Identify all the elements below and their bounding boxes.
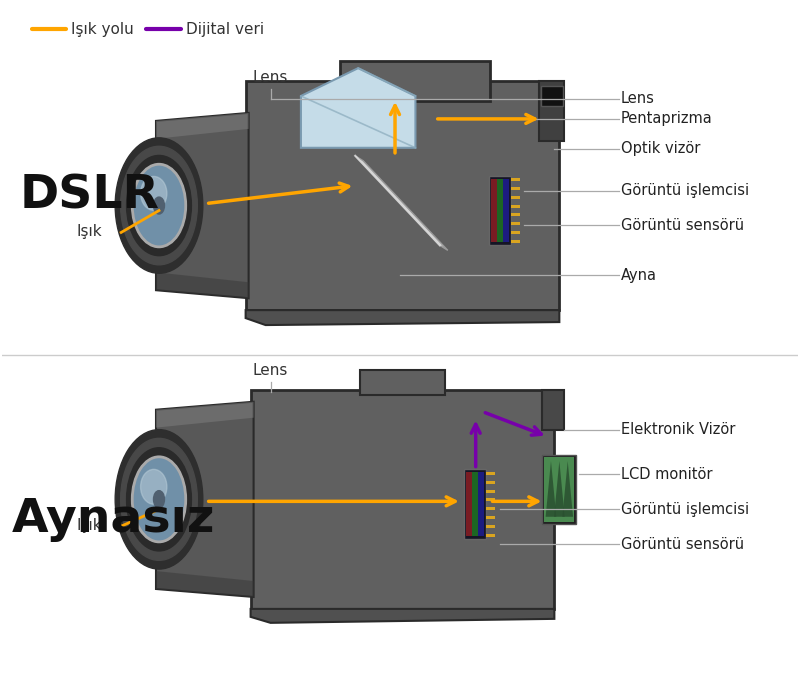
Bar — [472, 473, 478, 537]
Bar — [542, 86, 563, 106]
Polygon shape — [156, 272, 249, 298]
Polygon shape — [156, 113, 249, 139]
Text: Pentaprizma: Pentaprizma — [621, 112, 713, 126]
Polygon shape — [156, 402, 254, 428]
Text: DSLR: DSLR — [19, 173, 159, 218]
Text: Görüntü işlemcisi: Görüntü işlemcisi — [621, 502, 750, 517]
Text: Lens: Lens — [253, 363, 288, 378]
Polygon shape — [156, 113, 249, 298]
Text: Dijital veri: Dijital veri — [186, 22, 264, 37]
Ellipse shape — [154, 491, 165, 508]
Polygon shape — [355, 156, 448, 250]
Bar — [510, 196, 519, 199]
Polygon shape — [301, 68, 415, 148]
Bar — [489, 175, 510, 245]
Polygon shape — [250, 609, 554, 623]
Polygon shape — [246, 310, 559, 325]
Bar — [478, 473, 484, 537]
Text: Işık: Işık — [76, 517, 102, 532]
Text: Görüntü işlemcisi: Görüntü işlemcisi — [621, 183, 750, 198]
Bar — [486, 481, 494, 483]
Bar — [250, 390, 554, 609]
Polygon shape — [156, 402, 254, 597]
Bar — [510, 231, 519, 234]
Text: Işık yolu: Işık yolu — [71, 22, 134, 37]
Bar — [490, 179, 497, 242]
Bar — [340, 61, 490, 101]
Text: Görüntü sensörü: Görüntü sensörü — [621, 537, 744, 551]
Ellipse shape — [115, 138, 203, 273]
Bar — [510, 187, 519, 190]
Text: Lens: Lens — [621, 92, 655, 107]
Bar — [486, 525, 494, 528]
Polygon shape — [546, 461, 556, 517]
Bar — [510, 178, 519, 181]
Ellipse shape — [121, 146, 198, 265]
Polygon shape — [554, 461, 565, 517]
Bar — [360, 370, 445, 395]
Bar — [542, 390, 564, 430]
Ellipse shape — [141, 176, 167, 210]
Ellipse shape — [132, 165, 186, 247]
Ellipse shape — [126, 156, 191, 256]
Text: LCD monitör: LCD monitör — [621, 467, 713, 482]
Ellipse shape — [121, 439, 198, 560]
Bar — [510, 205, 519, 207]
Bar — [486, 490, 494, 492]
Ellipse shape — [115, 430, 203, 569]
Bar — [510, 240, 519, 243]
Text: Elektronik Vizör: Elektronik Vizör — [621, 422, 735, 437]
Ellipse shape — [154, 197, 165, 214]
Bar — [486, 507, 494, 510]
Bar — [486, 498, 494, 501]
Bar — [466, 473, 472, 537]
Polygon shape — [562, 461, 573, 517]
Bar — [510, 222, 519, 225]
Bar — [486, 516, 494, 519]
Bar — [464, 469, 486, 539]
Text: Optik vizör: Optik vizör — [621, 141, 701, 156]
Ellipse shape — [141, 469, 167, 505]
Bar — [545, 457, 574, 522]
Ellipse shape — [126, 447, 191, 551]
Text: Işık: Işık — [76, 224, 102, 239]
Text: Aynasız: Aynasız — [11, 497, 215, 542]
Bar — [539, 81, 564, 141]
Bar — [510, 214, 519, 216]
Bar — [542, 455, 576, 524]
Text: Lens: Lens — [253, 70, 288, 85]
Bar — [486, 534, 494, 537]
Bar — [486, 472, 494, 475]
Ellipse shape — [132, 457, 186, 542]
Text: Ayna: Ayna — [621, 268, 657, 283]
Polygon shape — [156, 571, 254, 597]
Bar — [246, 81, 559, 310]
Text: Görüntü sensörü: Görüntü sensörü — [621, 218, 744, 233]
Bar — [497, 179, 502, 242]
Bar — [502, 179, 509, 242]
